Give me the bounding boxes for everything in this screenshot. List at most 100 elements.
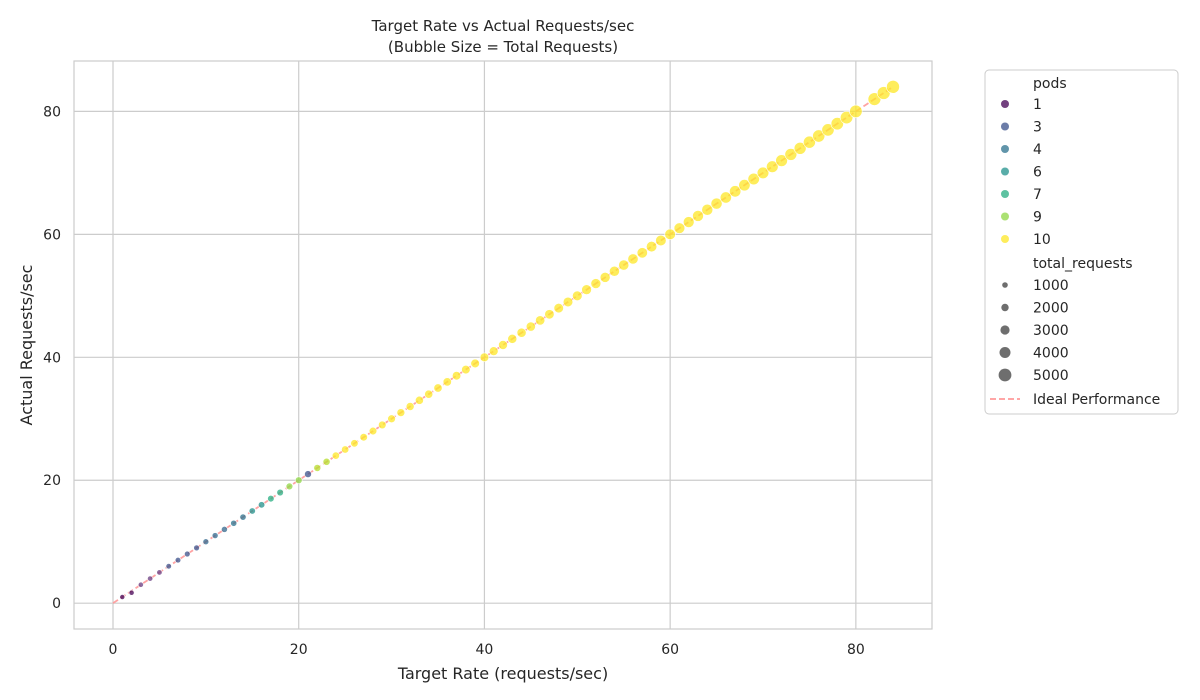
y-tick-labels: 0 20 40 60 80 — [43, 104, 61, 612]
data-point — [692, 210, 704, 222]
data-point — [599, 272, 611, 283]
data-point — [627, 253, 639, 265]
legend: pods 1 3 4 6 7 9 10 total_requests 1000 2000 300… — [984, 69, 1179, 415]
data-point — [729, 185, 742, 198]
legend-size-label: 2000 — [1033, 301, 1069, 317]
data-point — [239, 513, 247, 521]
data-point — [341, 445, 350, 454]
legend-size-title: total_requests — [1033, 256, 1133, 272]
data-point — [719, 191, 732, 204]
data-point — [488, 346, 499, 356]
data-point — [738, 179, 751, 192]
y-tick-label: 0 — [52, 596, 61, 612]
x-tick-label: 60 — [661, 642, 679, 658]
data-point — [387, 414, 396, 423]
data-point — [202, 538, 210, 545]
y-tick-label: 80 — [43, 104, 61, 120]
legend-pods-marker — [1001, 190, 1009, 198]
legend-pods-label: 10 — [1033, 232, 1051, 248]
data-point — [821, 123, 835, 137]
data-point — [701, 203, 714, 216]
data-point — [433, 383, 443, 393]
data-point — [276, 488, 284, 497]
data-point — [294, 476, 303, 484]
data-point — [525, 321, 536, 332]
legend-size-label: 3000 — [1033, 323, 1069, 339]
data-point — [211, 532, 219, 539]
data-point — [174, 557, 182, 564]
legend-size-marker — [1002, 282, 1008, 288]
data-point — [128, 589, 135, 596]
legend-size-entries: 1000 2000 3000 4000 5000 — [998, 278, 1069, 384]
data-point — [184, 550, 191, 558]
y-tick-label: 20 — [43, 473, 61, 489]
data-point — [516, 327, 527, 338]
legend-size-label: 4000 — [1033, 346, 1069, 362]
data-point — [636, 247, 648, 259]
data-point — [359, 433, 368, 442]
data-point — [230, 519, 238, 527]
data-point — [830, 117, 844, 131]
data-point — [812, 129, 826, 143]
data-point — [258, 501, 266, 509]
data-point — [775, 154, 788, 167]
data-point — [137, 581, 144, 588]
data-point — [461, 364, 471, 375]
legend-pods-marker — [1001, 122, 1009, 131]
data-point — [331, 451, 340, 460]
legend-pods-marker — [1001, 235, 1009, 243]
data-point — [840, 110, 854, 125]
data-point — [664, 228, 676, 241]
data-point — [424, 389, 434, 399]
data-point — [849, 104, 863, 119]
data-point — [572, 290, 583, 302]
legend-hue-entries: 1 3 4 6 7 9 10 — [1001, 97, 1051, 248]
data-point — [470, 358, 480, 369]
data-points — [119, 80, 900, 600]
legend-hue-title: pods — [1033, 76, 1067, 92]
legend-size-marker — [998, 368, 1012, 382]
x-tick-labels: 0 20 40 60 80 — [109, 642, 865, 658]
data-point — [784, 148, 798, 161]
data-point — [756, 166, 770, 180]
data-point — [285, 482, 294, 491]
data-point — [248, 507, 256, 515]
legend-pods-marker — [1001, 167, 1009, 176]
legend-pods-label: 7 — [1033, 187, 1042, 203]
data-point — [646, 241, 658, 253]
data-point — [544, 309, 555, 320]
data-point — [350, 439, 359, 448]
data-point — [313, 464, 322, 472]
legend-pods-label: 6 — [1033, 165, 1042, 181]
data-point — [221, 526, 228, 533]
data-point — [368, 426, 378, 436]
x-axis-label: Target Rate (requests/sec) — [397, 664, 608, 683]
data-point — [479, 352, 490, 362]
data-point — [581, 284, 592, 295]
y-tick-label: 40 — [43, 350, 61, 366]
data-point — [867, 92, 882, 106]
data-point — [535, 315, 546, 326]
legend-pods-marker — [1001, 212, 1009, 221]
data-point — [590, 278, 602, 289]
legend-pods-label: 1 — [1033, 97, 1042, 113]
data-point — [378, 420, 387, 430]
x-tick-label: 20 — [290, 642, 308, 658]
data-point — [793, 141, 807, 155]
legend-size-label: 1000 — [1033, 278, 1069, 294]
legend-pods-marker — [1001, 100, 1009, 108]
data-point — [304, 470, 312, 478]
data-point — [452, 371, 462, 381]
data-point — [507, 334, 518, 344]
data-point — [119, 594, 126, 600]
data-point — [165, 563, 172, 570]
data-point — [267, 495, 275, 503]
chart-title-line1: Target Rate vs Actual Requests/sec — [371, 17, 635, 35]
data-point — [766, 160, 779, 173]
legend-size-marker — [1000, 325, 1010, 335]
data-point — [673, 222, 686, 234]
legend-pods-label: 3 — [1033, 120, 1042, 136]
legend-size-marker — [999, 347, 1011, 358]
data-point — [415, 395, 424, 405]
